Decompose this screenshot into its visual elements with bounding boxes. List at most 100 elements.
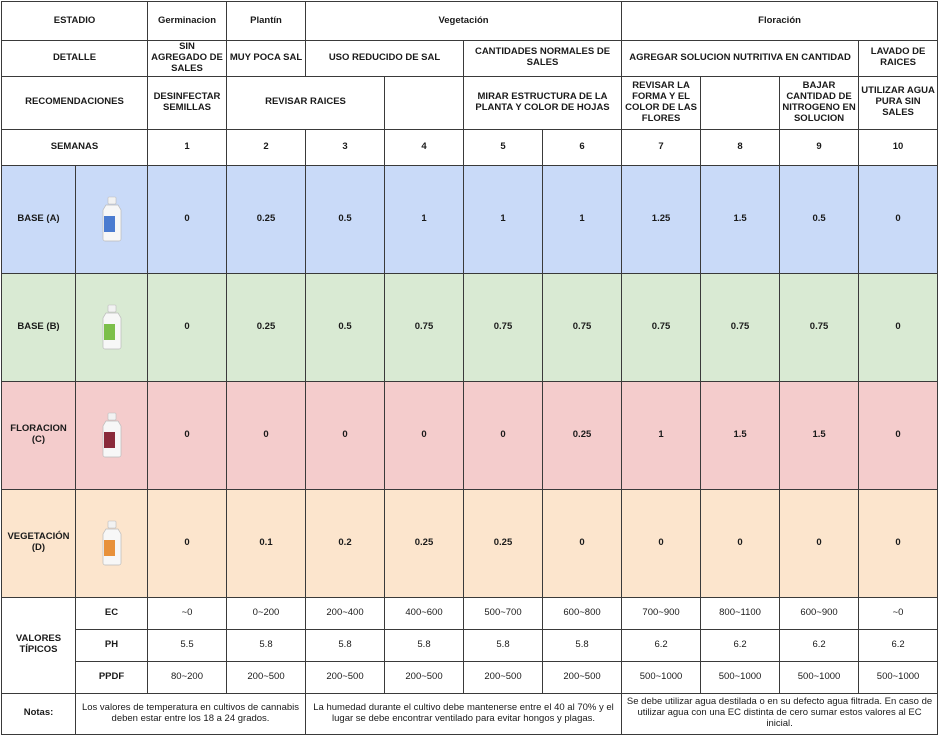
dose-cell: 1	[621, 380, 702, 490]
valor-cell: 600~800	[541, 596, 623, 630]
recomendacion-cell: DESINFECTAR SEMILLAS	[147, 75, 227, 130]
semana-cell: 4	[384, 128, 464, 166]
valor-cell: 800~1100	[700, 596, 781, 630]
semana-cell: 1	[147, 128, 227, 166]
valor-cell: 600~900	[779, 596, 860, 630]
detalle-cell: SIN AGREGADO DE SALES	[147, 40, 227, 77]
dose-cell: 0	[858, 164, 939, 274]
valores-row-label: EC	[75, 596, 148, 630]
estadio-label: ESTADIO	[1, 1, 148, 41]
notas-label: Notas:	[1, 692, 76, 735]
dose-cell: 0.5	[305, 272, 385, 382]
valor-cell: 500~1000	[700, 660, 781, 694]
nota-item: Los valores de temperatura en cultivos d…	[75, 692, 306, 735]
valores-row-label: PH	[75, 628, 148, 662]
blue-bottle-icon	[75, 164, 148, 274]
recomendaciones-label: RECOMENDACIONES	[1, 75, 148, 130]
valor-cell: 0~200	[226, 596, 306, 630]
dose-cell: 0	[147, 164, 227, 274]
dose-cell: 0	[858, 488, 939, 598]
recomendacion-cell: MIRAR ESTRUCTURA DE LA PLANTA Y COLOR DE…	[462, 75, 623, 130]
valor-cell: 5.8	[541, 628, 623, 662]
dose-cell: 0.75	[463, 272, 543, 382]
product-row-floracion-c: FLORACION (C) 0 0 0 0 0 0.25 1 1.5 1.5 0	[1, 380, 939, 490]
orange-bottle-icon	[75, 488, 148, 598]
dose-cell: 0.75	[541, 272, 623, 382]
semana-cell: 3	[305, 128, 385, 166]
product-label: FLORACION (C)	[1, 380, 76, 490]
detalle-cell: USO REDUCIDO DE SAL	[305, 40, 464, 77]
dose-cell: 0.1	[226, 488, 306, 598]
estadio-germinacion: Germinacion	[147, 1, 227, 41]
detalle-label: DETALLE	[1, 40, 148, 77]
dose-cell: 0	[147, 380, 227, 490]
dose-cell: 0	[621, 488, 702, 598]
valores-row-label: PPDF	[75, 660, 148, 694]
dose-cell: 0.5	[305, 164, 385, 274]
valor-cell: 80~200	[147, 660, 227, 694]
valor-cell: 5.8	[384, 628, 464, 662]
dose-cell: 0	[858, 272, 939, 382]
green-bottle-icon	[75, 272, 148, 382]
recomendacion-cell	[384, 75, 464, 130]
valor-cell: 500~700	[463, 596, 543, 630]
semanas-label: SEMANAS	[1, 128, 148, 166]
valor-cell: 5.8	[463, 628, 543, 662]
dose-cell: 0	[779, 488, 860, 598]
dose-cell: 0.25	[541, 380, 623, 490]
valor-cell: 500~1000	[779, 660, 860, 694]
dose-cell: 0.2	[305, 488, 385, 598]
semana-cell: 7	[621, 128, 702, 166]
valor-cell: 6.2	[779, 628, 860, 662]
valor-cell: 200~500	[384, 660, 464, 694]
valor-cell: 5.8	[226, 628, 306, 662]
dose-cell: 0	[147, 488, 227, 598]
red-bottle-icon	[75, 380, 148, 490]
semana-cell: 9	[779, 128, 860, 166]
valor-cell: 6.2	[858, 628, 939, 662]
valor-cell: 200~500	[463, 660, 543, 694]
recomendaciones-row: RECOMENDACIONES DESINFECTAR SEMILLAS REV…	[1, 75, 939, 130]
dose-cell: 0	[463, 380, 543, 490]
recomendacion-cell: REVISAR LA FORMA Y EL COLOR DE LAS FLORE…	[621, 75, 702, 130]
valores-row-ec: VALORES TÍPICOS EC ~0 0~200 200~400 400~…	[1, 596, 939, 694]
dose-cell: 1	[384, 164, 464, 274]
valor-cell: 700~900	[621, 596, 702, 630]
dose-cell: 1.5	[700, 164, 781, 274]
valor-cell: 6.2	[621, 628, 702, 662]
detalle-cell: MUY POCA SAL	[226, 40, 306, 77]
valor-cell: 5.8	[305, 628, 385, 662]
dose-cell: 1.5	[700, 380, 781, 490]
valor-cell: ~0	[858, 596, 939, 630]
dose-cell: 0	[541, 488, 623, 598]
recomendacion-cell: UTILIZAR AGUA PURA SIN SALES	[858, 75, 939, 130]
detalle-cell: LAVADO DE RAICES	[858, 40, 939, 77]
dose-cell: 1	[463, 164, 543, 274]
dose-cell: 0	[305, 380, 385, 490]
nota-item: La humedad durante el cultivo debe mante…	[304, 692, 623, 735]
valor-cell: 400~600	[384, 596, 464, 630]
dose-cell: 0	[147, 272, 227, 382]
dose-cell: 0	[384, 380, 464, 490]
dose-cell: 1.5	[779, 380, 860, 490]
dose-cell: 0.75	[384, 272, 464, 382]
dose-cell: 1	[541, 164, 623, 274]
valor-cell: 500~1000	[621, 660, 702, 694]
valor-cell: 6.2	[700, 628, 781, 662]
product-label: VEGETACIÓN (D)	[1, 488, 76, 598]
valor-cell: 200~500	[305, 660, 385, 694]
dose-cell: 0.25	[226, 164, 306, 274]
estadio-plantin: Plantín	[226, 1, 306, 41]
dose-cell: 0.25	[463, 488, 543, 598]
valor-cell: 500~1000	[858, 660, 939, 694]
product-row-base-a: BASE (A) 0 0.25 0.5 1 1 1 1.25 1.5 0.5 0	[1, 164, 939, 274]
valor-cell: 5.5	[147, 628, 227, 662]
product-row-base-b: BASE (B) 0 0.25 0.5 0.75 0.75 0.75 0.75 …	[1, 272, 939, 382]
semanas-row: SEMANAS 1 2 3 4 5 6 7 8 9 10	[1, 128, 939, 166]
dose-cell: 0.25	[226, 272, 306, 382]
valor-cell: 200~500	[226, 660, 306, 694]
recomendacion-cell	[700, 75, 781, 130]
product-label: BASE (B)	[1, 272, 76, 382]
dose-cell: 0.5	[779, 164, 860, 274]
